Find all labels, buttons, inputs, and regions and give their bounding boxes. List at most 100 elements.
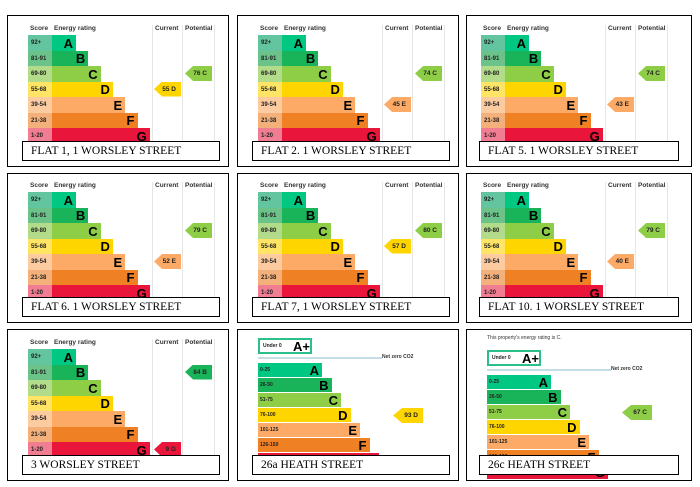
column-divider <box>214 182 215 306</box>
header-score: Score <box>260 182 279 189</box>
band-bar: E <box>52 411 126 427</box>
band-score-range: 21-38 <box>28 269 52 286</box>
band-row-a: 92+ A <box>28 349 152 365</box>
epc-panel: Score Energy rating Current Potential 92+ A 81… <box>7 173 229 323</box>
band-bar: B <box>52 364 89 381</box>
band-bar: F <box>282 269 368 286</box>
band-row-e: 39-54 E <box>481 254 605 270</box>
column-divider <box>444 25 445 149</box>
band-bar: C <box>52 380 101 396</box>
band-row-f: 21-38 F <box>258 112 382 129</box>
band-row-f: 21-38 F <box>28 269 152 286</box>
band-row-g: 1-20 G <box>481 128 605 144</box>
column-divider <box>182 339 183 463</box>
band-row-d: 76-100 D <box>487 419 580 435</box>
band-score-range: 69-80 <box>481 66 505 82</box>
band-score-range: 81-91 <box>481 50 505 67</box>
epc-panel: Under 0 A+ Net zero CO2 0-25 A 26-50 B 51-75 C 76… <box>237 329 459 481</box>
energy-rating-chart: Score Energy rating Current Potential 92+ A 81… <box>481 182 668 306</box>
band-letter: D <box>567 419 577 435</box>
band-bar: E <box>505 254 579 270</box>
band-row-e: 39-54 E <box>481 97 605 113</box>
band-letter: D <box>338 407 348 423</box>
band-bar: A <box>52 192 76 208</box>
aplus-letter: A+ <box>522 350 539 366</box>
band-score-range: 76-100 <box>489 424 505 430</box>
band-score-range: 55-68 <box>258 81 282 98</box>
header-potential: Potential <box>185 339 213 346</box>
potential-rating-arrow: 74 C <box>638 66 665 81</box>
band-bar: A <box>282 35 306 51</box>
header-current: Current <box>155 339 179 346</box>
column-divider <box>412 25 413 149</box>
header-current: Current <box>608 182 632 189</box>
band-score-range: 51-75 <box>489 409 502 415</box>
header-energy-rating: Energy rating <box>54 25 96 32</box>
header-potential: Potential <box>638 25 666 32</box>
band-bar: F <box>52 269 138 286</box>
band-bar: D <box>505 238 566 255</box>
band-row-c: 69-80 C <box>481 223 605 239</box>
band-letter: A <box>309 362 319 378</box>
header-energy-rating: Energy rating <box>284 25 326 32</box>
band-row-d: 55-68 D <box>28 81 152 98</box>
band-bar: E <box>505 97 579 113</box>
band-letter: C <box>328 392 338 408</box>
band-score-range: 126-150 <box>260 442 279 448</box>
band-bar: G <box>52 128 150 144</box>
band-score-range: 21-38 <box>481 112 505 129</box>
epc-panel: This property's energy rating is C. Under… <box>466 329 692 481</box>
band-score-range: 21-38 <box>28 112 52 129</box>
header-energy-rating: Energy rating <box>507 182 549 189</box>
property-address-caption: FLAT 6. 1 WORSLEY STREET <box>22 297 220 317</box>
epc-panel: Score Energy rating Current Potential 92+ A 81… <box>237 15 459 167</box>
band-score-range: 92+ <box>481 35 505 51</box>
potential-rating-arrow: 80 C <box>415 223 442 238</box>
band-aplus: Under 0 A+ <box>487 350 541 366</box>
band-score-range: 1-20 <box>258 128 282 144</box>
band-row-f: 21-38 F <box>28 112 152 129</box>
net-zero-label: Net zero CO2 <box>382 354 414 360</box>
band-score-range: 81-91 <box>28 207 52 224</box>
band-bar: G <box>505 128 603 144</box>
band-row-a: 92+ A <box>258 35 382 51</box>
header-potential: Potential <box>185 25 213 32</box>
band-row-b: 81-91 B <box>258 50 382 67</box>
epc-panel: Score Energy rating Current Potential 92+ A 81… <box>466 173 692 323</box>
band-row-d: 55-68 D <box>481 238 605 255</box>
band-score-range: 69-80 <box>28 380 52 396</box>
epc-panel: Score Energy rating Current Potential 92+ A 81… <box>7 15 229 167</box>
potential-rating-arrow: 79 C <box>185 223 212 238</box>
band-score-range: 92+ <box>481 192 505 208</box>
property-address-caption: 26c HEATH STREET <box>479 455 679 475</box>
band-score-range: 21-38 <box>28 426 52 443</box>
band-bar: E <box>282 254 356 270</box>
band-bar: A <box>52 349 76 365</box>
band-score-range: 39-54 <box>258 254 282 270</box>
band-row-a: 92+ A <box>481 192 605 208</box>
band-letter: E <box>348 422 357 438</box>
epc-panel: Score Energy rating Current Potential 92+ A 81… <box>466 15 692 167</box>
band-letter: C <box>557 404 567 420</box>
band-bar: C <box>282 223 331 239</box>
band-score-range: 39-54 <box>481 97 505 113</box>
band-letter: F <box>358 437 367 453</box>
net-zero-line <box>258 357 382 359</box>
band-row-b: 26-50 B <box>258 377 332 393</box>
column-divider <box>182 182 183 306</box>
column-divider <box>214 25 215 149</box>
band-bar: E <box>282 97 356 113</box>
band-score-range: 39-54 <box>258 97 282 113</box>
band-row-c: 69-80 C <box>28 66 152 82</box>
potential-rating-arrow: 74 C <box>415 66 442 81</box>
band-bar: B <box>52 207 89 224</box>
property-address-caption: 3 WORSLEY STREET <box>22 455 220 475</box>
header-energy-rating: Energy rating <box>54 182 96 189</box>
band-bar: C <box>505 223 554 239</box>
potential-rating-arrow: 84 B <box>185 364 212 380</box>
band-bar: A <box>282 192 306 208</box>
band-row-a: 0-25 A <box>258 362 322 378</box>
band-letter: B <box>319 377 329 393</box>
property-address-caption: FLAT 7, 1 WORSLEY STREET <box>252 297 450 317</box>
band-letter: B <box>548 389 558 405</box>
